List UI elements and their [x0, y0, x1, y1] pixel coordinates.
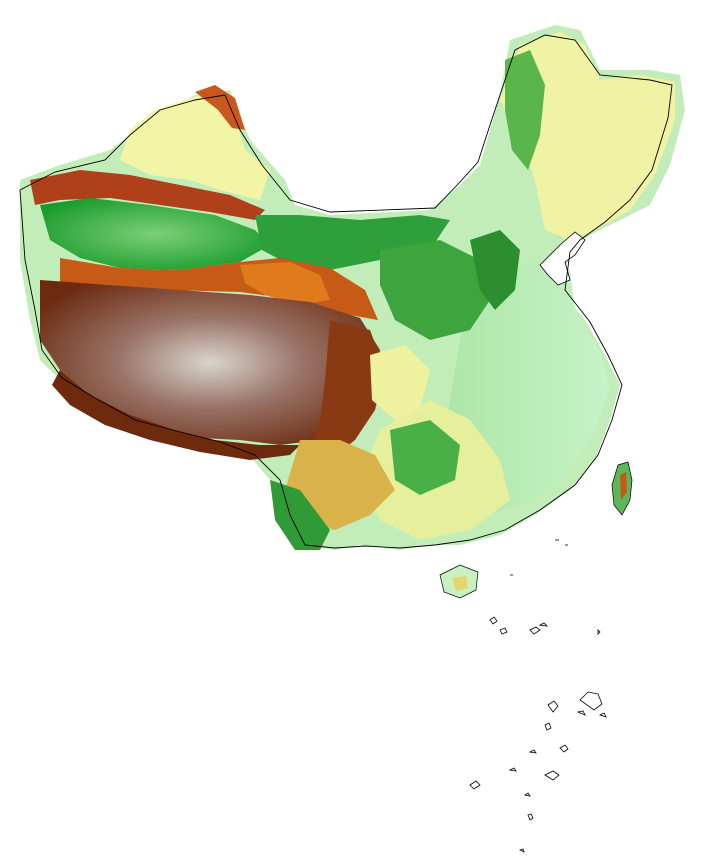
north-layer — [380, 50, 545, 340]
altai-peaks — [195, 85, 245, 130]
loess-plateau — [380, 240, 490, 340]
hainan-island — [439, 564, 479, 599]
south-sea-islands — [469, 539, 607, 853]
tarim-basin — [40, 198, 270, 270]
taiwan-island — [611, 461, 633, 516]
gansu-corridor — [255, 215, 450, 270]
guizhou-hills — [390, 420, 460, 495]
tibetan-plateau — [40, 280, 380, 445]
national-boundary — [19, 34, 673, 549]
hengduan-mountains — [310, 320, 385, 460]
himalaya-rim — [52, 370, 300, 460]
tibet-layer — [40, 258, 385, 460]
qaidam-basin — [240, 262, 330, 305]
taihang-mountains — [470, 230, 520, 310]
northwest-layer — [30, 85, 450, 270]
greater-khingan — [505, 50, 545, 170]
tian-shan-range — [30, 170, 265, 220]
sichuan-basin — [370, 345, 430, 420]
bohai-sea — [539, 231, 586, 286]
